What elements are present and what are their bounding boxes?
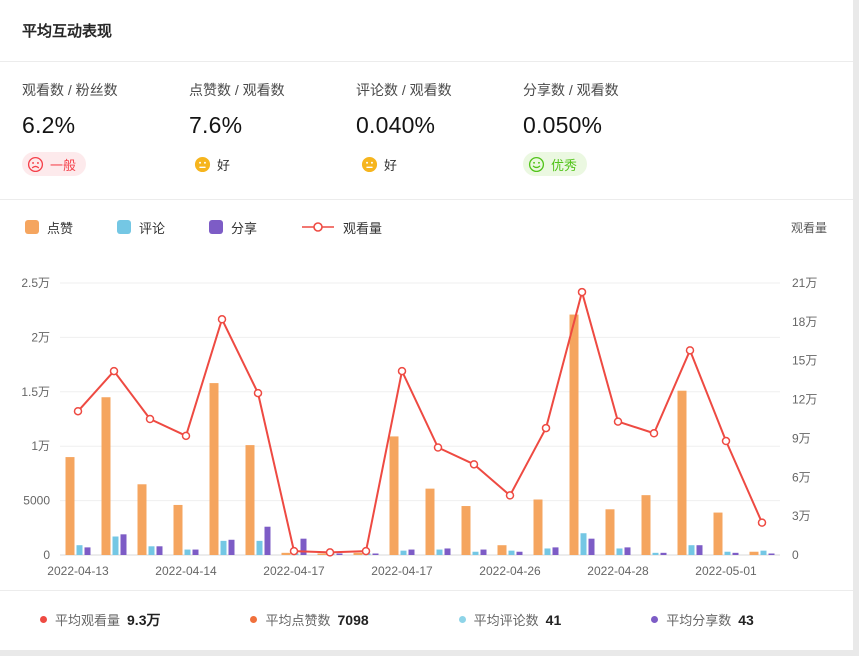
metric-label: 分享数 / 观看数 (523, 82, 619, 98)
comments-swatch-icon (117, 220, 132, 234)
metric-likes-per-views: 点赞数 / 观看数 7.6% 好 (189, 80, 356, 199)
metrics-row: 观看数 / 粉丝数 6.2% 一般 点赞数 / 观看数 7.6% 好 评论数 /… (0, 62, 853, 200)
line-views[interactable] (73, 287, 767, 557)
neutral-face-icon (194, 156, 211, 173)
rating-label: 好 (217, 157, 231, 173)
legend-label: 评论 (139, 220, 166, 236)
stat-value: 43 (738, 611, 754, 628)
svg-text:2022-04-28: 2022-04-28 (587, 564, 649, 578)
chart-area: 0 5000 1万 1.5万 2万 2.5万 0 3万 6万 9万 12万 15万 18万 21万 2022… (0, 245, 853, 590)
legend-label: 观看量 (343, 220, 383, 236)
svg-text:21万: 21万 (792, 276, 817, 290)
rating-badge: 一般 (22, 152, 87, 176)
legend-label: 点赞 (47, 220, 74, 236)
bars-likes[interactable] (65, 314, 759, 555)
chart-legend: 点赞 评论 分享 观看量 观看量 (0, 200, 853, 245)
likes-swatch-icon (25, 220, 39, 234)
rating-badge: 优秀 (523, 152, 588, 176)
stat-avg-shares: 平均分享数 43 (651, 610, 754, 629)
stat-label: 平均分享数 (666, 613, 732, 628)
line-marker-icon (301, 220, 335, 234)
svg-text:2万: 2万 (31, 330, 50, 344)
happy-face-icon (528, 156, 545, 173)
stat-label: 平均点赞数 (265, 613, 331, 628)
metric-label: 点赞数 / 观看数 (189, 82, 285, 98)
svg-text:2022-04-14: 2022-04-14 (155, 564, 217, 578)
metric-comments-per-views: 评论数 / 观看数 0.040% 好 (356, 80, 523, 199)
rating-label: 优秀 (551, 157, 578, 173)
panel-title: 平均互动表现 (22, 23, 113, 40)
metric-value: 6.2% (22, 112, 76, 138)
metric-views-per-fans: 观看数 / 粉丝数 6.2% 一般 (22, 80, 189, 199)
panel-header: 平均互动表现 (0, 0, 853, 62)
metric-value: 7.6% (189, 112, 243, 138)
rating-badge: 好 (356, 152, 407, 176)
stat-value: 9.3万 (127, 611, 161, 628)
rating-label: 一般 (50, 157, 77, 173)
stat-avg-views: 平均观看量 9.3万 (40, 610, 160, 630)
svg-text:0: 0 (792, 548, 799, 562)
svg-text:2022-05-01: 2022-05-01 (695, 564, 757, 578)
views-dot-icon (40, 616, 47, 623)
svg-text:18万: 18万 (792, 315, 817, 329)
bars-shares[interactable] (84, 526, 775, 555)
shares-dot-icon (651, 616, 659, 623)
svg-text:5000: 5000 (23, 494, 50, 508)
svg-text:1万: 1万 (31, 439, 50, 453)
legend-item-shares[interactable]: 分享 (209, 218, 257, 237)
shares-swatch-icon (209, 220, 224, 234)
svg-text:2022-04-13: 2022-04-13 (47, 564, 109, 578)
svg-text:0: 0 (43, 548, 50, 562)
neutral-face-icon (361, 156, 378, 173)
svg-text:9万: 9万 (792, 431, 811, 445)
stat-label: 平均观看量 (55, 613, 121, 628)
stat-label: 平均评论数 (473, 613, 539, 628)
interaction-chart[interactable]: 0 5000 1万 1.5万 2万 2.5万 0 3万 6万 9万 12万 15万 18万 21万 2022… (0, 245, 853, 590)
metric-shares-per-views: 分享数 / 观看数 0.050% 优秀 (523, 80, 690, 199)
bars-comments[interactable] (76, 533, 767, 555)
metric-value: 0.050% (523, 112, 603, 138)
svg-text:3万: 3万 (792, 509, 811, 523)
rating-label: 好 (384, 157, 398, 173)
stat-avg-comments: 平均评论数 41 (458, 610, 562, 629)
svg-text:2022-04-17: 2022-04-17 (263, 564, 325, 578)
legend-item-likes[interactable]: 点赞 (25, 218, 73, 237)
grid-and-axes: 0 5000 1万 1.5万 2万 2.5万 0 3万 6万 9万 12万 15万 18万 21万 2022… (21, 276, 817, 578)
metric-label: 观看数 / 粉丝数 (22, 82, 118, 98)
metric-label: 评论数 / 观看数 (356, 82, 452, 98)
sad-face-icon (27, 156, 44, 173)
comments-dot-icon (458, 616, 466, 623)
summary-footer: 平均观看量 9.3万 平均点赞数 7098 平均评论数 41 平均分享数 43 (0, 590, 853, 648)
legend-label: 分享 (231, 220, 258, 236)
legend-item-views[interactable]: 观看量 (301, 218, 382, 237)
legend-item-comments[interactable]: 评论 (117, 218, 165, 237)
right-axis-title: 观看量 (790, 220, 827, 235)
stat-value: 41 (545, 611, 562, 628)
metric-value: 0.040% (356, 112, 436, 138)
likes-dot-icon (250, 616, 258, 623)
svg-text:2022-04-17: 2022-04-17 (371, 564, 433, 578)
svg-text:12万: 12万 (792, 393, 817, 407)
stat-value: 7098 (337, 611, 369, 628)
svg-text:1.5万: 1.5万 (21, 385, 50, 399)
svg-text:2.5万: 2.5万 (21, 276, 50, 290)
svg-text:15万: 15万 (792, 354, 817, 368)
stat-avg-likes: 平均点赞数 7098 (250, 610, 369, 629)
svg-text:6万: 6万 (792, 470, 811, 484)
svg-text:2022-04-26: 2022-04-26 (479, 564, 541, 578)
rating-badge: 好 (189, 152, 240, 176)
